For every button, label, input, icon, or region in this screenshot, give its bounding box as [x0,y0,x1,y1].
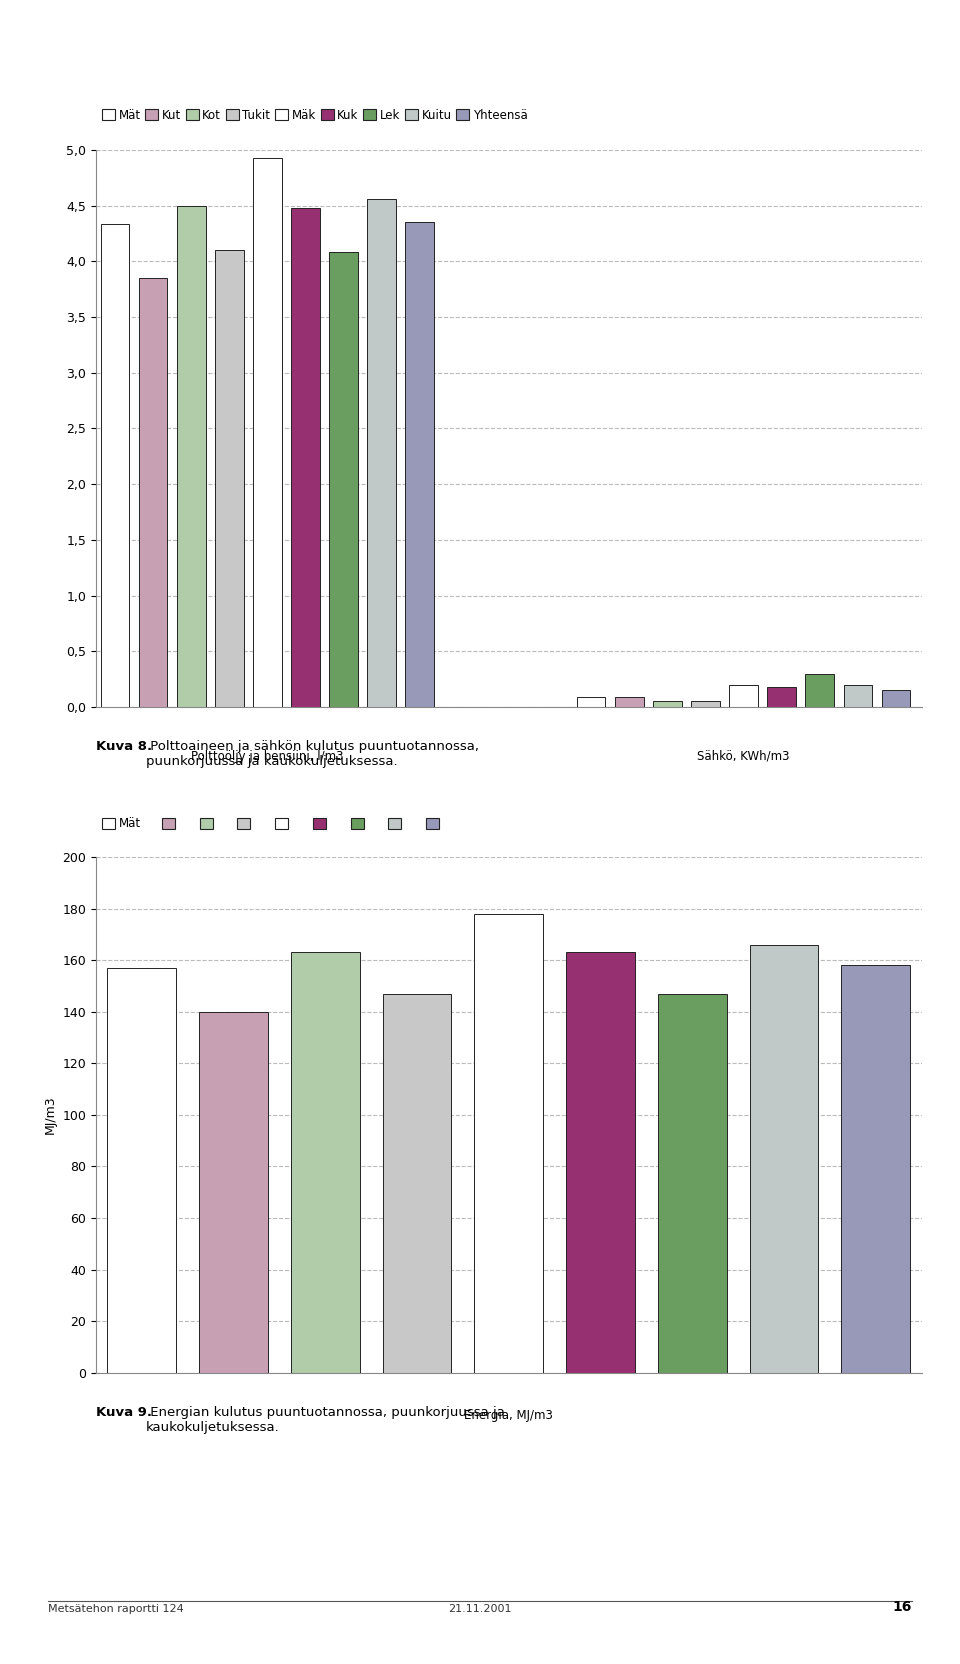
Bar [691,701,720,707]
Bar [566,952,635,1373]
Bar [291,208,320,707]
Bar [405,223,434,707]
Text: 16: 16 [893,1601,912,1614]
Text: Polttoaineen ja sähkön kulutus puuntuotannossa,
puunkorjuussa ja kaukokuljetukse: Polttoaineen ja sähkön kulutus puuntuota… [146,740,479,769]
Bar [805,674,834,707]
Bar [329,253,358,707]
Bar [200,1012,268,1373]
Bar [108,968,177,1373]
Bar [767,687,796,707]
Text: Polttoöljy ja bensiini, l/m3: Polttoöljy ja bensiini, l/m3 [191,749,344,762]
Bar [841,965,910,1373]
Bar [215,250,244,707]
Bar [658,993,727,1373]
Bar [139,278,167,707]
Bar [881,691,910,707]
Bar [101,225,130,707]
Legend: Mät, Kut, Kot, Tukit, Mäk, Kuk, Lek, Kuitu, Yhteensä: Mät, Kut, Kot, Tukit, Mäk, Kuk, Lek, Kui… [102,108,528,121]
Bar [577,697,606,707]
Text: Energia, MJ/m3: Energia, MJ/m3 [465,1409,553,1423]
Text: Sähkö, KWh/m3: Sähkö, KWh/m3 [697,749,790,762]
Bar [253,158,281,707]
Text: 21.11.2001: 21.11.2001 [448,1604,512,1614]
Text: Kuva 9.: Kuva 9. [96,1406,152,1419]
Bar [653,701,682,707]
Text: Kuva 8.: Kuva 8. [96,740,152,754]
Text: Metsätehon raportti 124: Metsätehon raportti 124 [48,1604,183,1614]
Bar [383,993,451,1373]
Y-axis label: MJ/m3: MJ/m3 [44,1095,57,1135]
Text: Energian kulutus puuntuotannossa, puunkorjuussa ja
kaukokuljetuksessa.: Energian kulutus puuntuotannossa, puunko… [146,1406,505,1434]
Bar [615,697,643,707]
Bar [730,686,757,707]
Bar [368,198,396,707]
Bar [177,206,205,707]
Bar [291,952,360,1373]
Bar [474,914,543,1373]
Legend: Mät, , , , , , , , : Mät, , , , , , , , [102,817,443,830]
Bar [750,945,818,1373]
Bar [844,686,872,707]
